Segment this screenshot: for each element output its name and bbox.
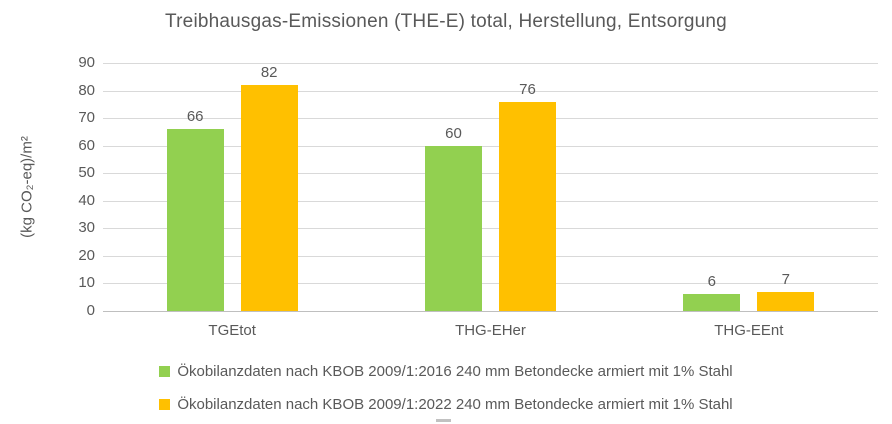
gridline-30 — [103, 228, 878, 230]
cropped-text-fragment — [436, 419, 451, 422]
data-label-THG-EHer-series-2: 76 — [519, 80, 536, 98]
bar-THG-EHer-series-2 — [499, 101, 556, 311]
gridline-40 — [103, 200, 878, 202]
gridline-70 — [103, 118, 878, 120]
data-label-THG-EHer-series-1: 60 — [445, 124, 462, 142]
y-tick-label-50: 50 — [78, 164, 95, 182]
plot-area: 66 82 60 76 6 7 — [103, 63, 878, 312]
x-category-label-THG-EEnt: THG-EEnt — [714, 322, 784, 339]
gridline-50 — [103, 173, 878, 175]
data-label-THG-EEnt-series-2: 7 — [781, 270, 790, 288]
gridline-90 — [103, 63, 878, 64]
chart-title: Treibhausgas-Emissionen (THE-E) total, H… — [165, 11, 727, 32]
gridline-80 — [103, 90, 878, 92]
y-tick-label-10: 10 — [78, 274, 95, 292]
x-category-label-THG-EHer: THG-EHer — [455, 322, 526, 339]
y-tick-label-90: 90 — [78, 54, 95, 71]
bar-THG-EEnt-series-2 — [757, 291, 815, 311]
y-tick-label-80: 80 — [78, 81, 95, 99]
legend-swatch-icon — [159, 365, 171, 377]
data-label-THG-EEnt-series-1: 6 — [707, 273, 716, 291]
gridline-60 — [103, 145, 878, 147]
legend-swatch-icon — [159, 398, 171, 410]
bar-TGEtot-series-1 — [166, 129, 224, 311]
bar-THG-EEnt-series-1 — [683, 294, 741, 311]
gridline-10 — [103, 283, 878, 285]
y-tick-label-40: 40 — [78, 191, 95, 209]
y-tick-label-0: 0 — [86, 302, 95, 319]
y-tick-label-20: 20 — [78, 246, 95, 264]
legend-label: Ökobilanzdaten nach KBOB 2009/1:2022 240… — [177, 395, 733, 413]
legend-item-1: Ökobilanzdaten nach KBOB 2009/1:2016 240… — [0, 361, 892, 381]
legend-item-2: Ökobilanzdaten nach KBOB 2009/1:2022 240… — [0, 394, 892, 414]
gridline-20 — [103, 255, 878, 257]
bar-THG-EHer-series-1 — [425, 145, 482, 311]
data-label-TGEtot-series-2: 82 — [260, 64, 278, 82]
y-tick-label-30: 30 — [78, 219, 95, 237]
x-axis-line — [103, 311, 878, 312]
y-tick-label-60: 60 — [78, 136, 95, 154]
legend: Ökobilanzdaten nach KBOB 2009/1:2016 240… — [0, 361, 892, 424]
y-axis-title: (kg CO₂-eq)/m² — [18, 136, 36, 238]
data-label-TGEtot-series-1: 66 — [186, 108, 204, 126]
y-tick-label-70: 70 — [78, 109, 95, 127]
x-category-label-TGEtot: TGEtot — [208, 322, 256, 339]
legend-label: Ökobilanzdaten nach KBOB 2009/1:2016 240… — [177, 362, 733, 380]
bar-TGEtot-series-2 — [240, 85, 298, 311]
